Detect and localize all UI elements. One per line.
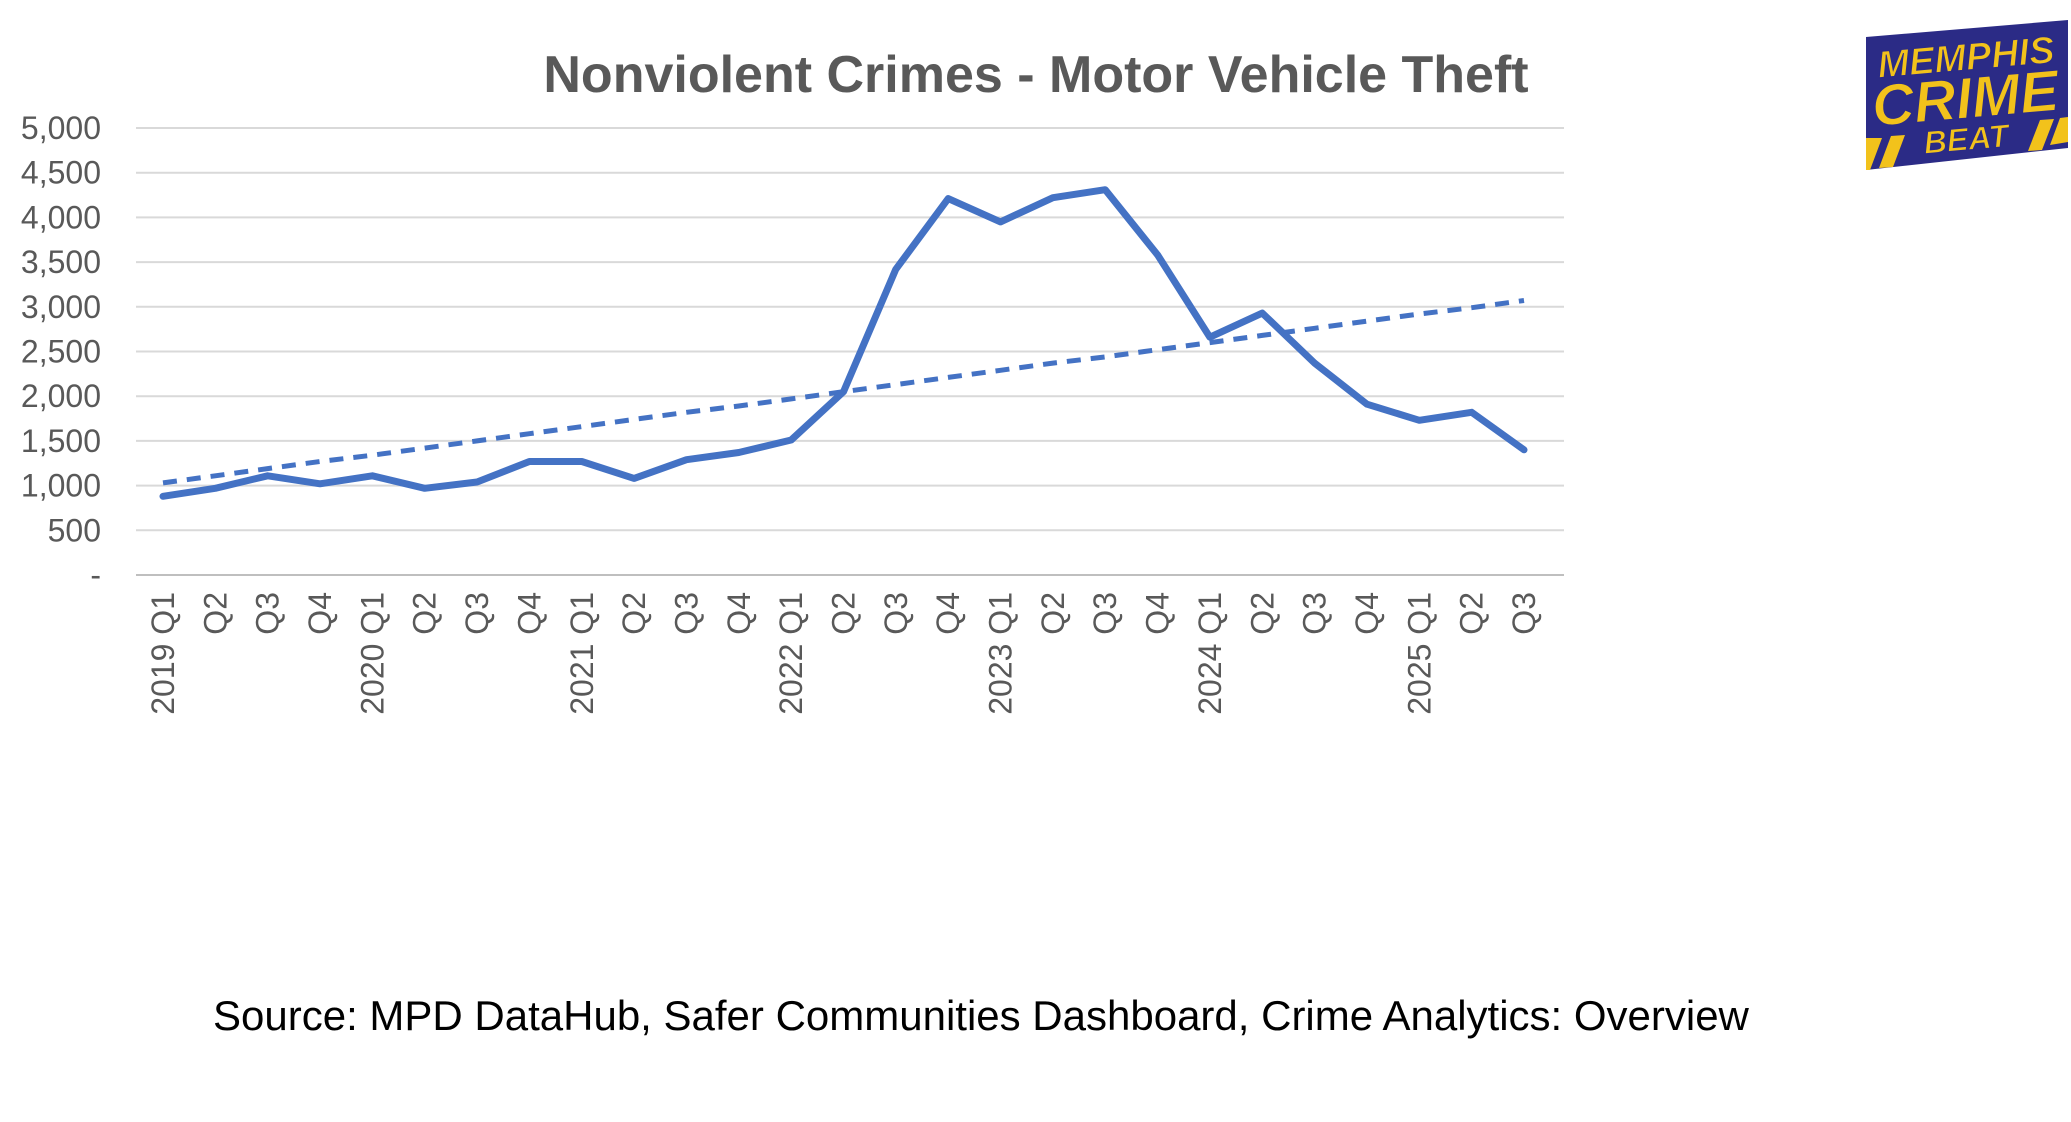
x-tick-label: Q3 <box>459 592 495 635</box>
x-tick-label: 2023 Q1 <box>983 592 1019 715</box>
y-tick-label: 500 <box>48 512 101 548</box>
logo-stripe-2 <box>1879 135 1905 168</box>
x-tick-label: Q2 <box>1244 592 1280 635</box>
x-tick-label: Q3 <box>250 592 286 635</box>
x-tick-label: Q4 <box>511 592 547 635</box>
logo-stripe-1 <box>1866 138 1882 170</box>
logo-stripe-3 <box>2028 119 2054 151</box>
x-tick-label: 2024 Q1 <box>1192 592 1228 715</box>
source-note: Source: MPD DataHub, Safer Communities D… <box>213 992 1750 1039</box>
y-tick-label: 2,000 <box>21 378 101 414</box>
logo-line-3: BEAT <box>1922 117 2012 160</box>
x-tick-label: Q3 <box>668 592 704 635</box>
x-tick-label: Q3 <box>1297 592 1333 635</box>
x-tick-label: Q2 <box>1454 592 1490 635</box>
x-tick-label: Q4 <box>302 592 338 635</box>
y-tick-label: 1,000 <box>21 468 101 504</box>
x-tick-label: Q4 <box>930 592 966 635</box>
x-tick-label: 2022 Q1 <box>773 592 809 715</box>
x-tick-label: Q3 <box>878 592 914 635</box>
logo-stripe-4 <box>2050 117 2068 145</box>
x-tick-label: Q2 <box>826 592 862 635</box>
y-tick-label: 1,500 <box>21 423 101 459</box>
y-tick-label: 3,500 <box>21 244 101 280</box>
y-tick-label: 5,000 <box>21 110 101 146</box>
series-lines <box>159 186 1528 500</box>
x-tick-label: Q2 <box>407 592 443 635</box>
chart-title: Nonviolent Crimes - Motor Vehicle Theft <box>543 46 1528 104</box>
x-axis-ticks: 2019 Q1 Q2 Q3 Q4 2020 Q1 Q2 Q3 Q4 2021 Q1 Q2 Q3 Q4 2… <box>145 592 1542 715</box>
x-tick-label: Q2 <box>197 592 233 635</box>
y-tick-label: 4,500 <box>21 155 101 191</box>
y-tick-label: 4,000 <box>21 199 101 235</box>
x-tick-label: Q3 <box>1506 592 1542 635</box>
x-tick-label: Q4 <box>1349 592 1385 635</box>
trendline <box>162 298 1525 486</box>
x-tick-label: Q4 <box>721 592 757 635</box>
y-axis-ticks: - 500 1,000 1,500 2,000 2,500 3,000 3,500 4,000 4… <box>21 110 101 593</box>
x-tick-label: 2019 Q1 <box>145 592 181 715</box>
y-tick-label: - <box>90 557 101 593</box>
gridlines <box>136 127 1564 576</box>
x-tick-label: 2025 Q1 <box>1401 592 1437 715</box>
x-tick-label: Q2 <box>616 592 652 635</box>
x-tick-label: Q3 <box>1087 592 1123 635</box>
x-tick-label: Q2 <box>1035 592 1071 635</box>
y-tick-label: 3,000 <box>21 289 101 325</box>
x-tick-label: 2020 Q1 <box>354 592 390 715</box>
x-tick-label: 2021 Q1 <box>564 592 600 715</box>
series-line <box>159 186 1528 500</box>
y-tick-label: 2,500 <box>21 334 101 370</box>
logo-background <box>1866 20 2068 170</box>
memphis-crime-beat-logo: MEMPHIS CRIME BEAT <box>1866 20 2068 170</box>
x-tick-label: Q4 <box>1140 592 1176 635</box>
